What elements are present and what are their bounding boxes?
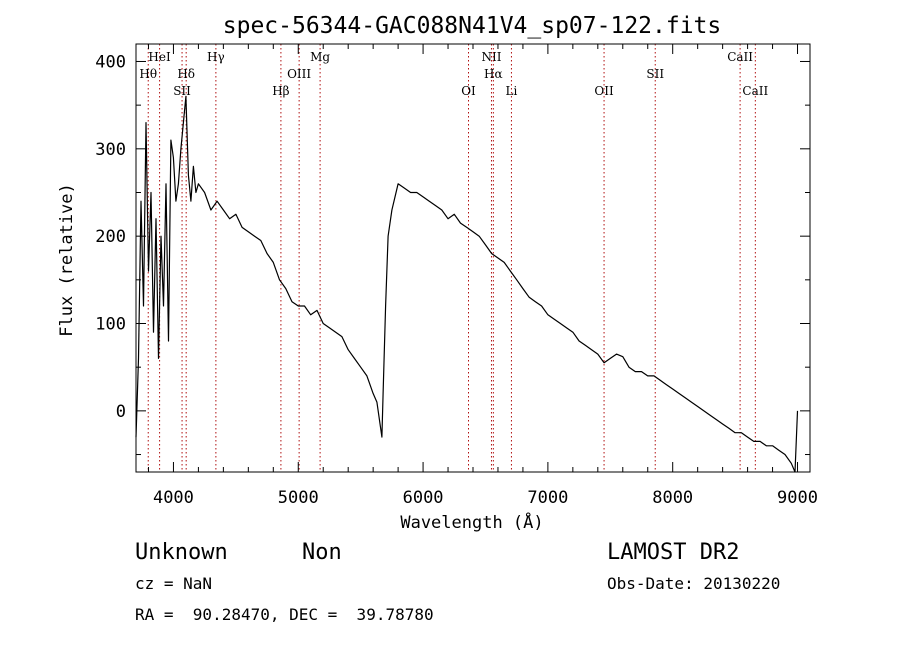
line-label-10: Hα [484,67,503,81]
y-tick-label: 0 [116,402,126,422]
x-tick-label: 9000 [777,488,818,508]
line-label-9: NII [481,50,501,64]
y-tick-label: 100 [95,315,126,335]
y-axis-label: Flux (relative) [57,183,77,337]
y-tick-label: 400 [95,52,126,72]
line-label-6: OIII [287,67,311,81]
line-label-14: CaII [727,50,753,64]
series-layer [135,95,799,473]
plot-frame [135,43,811,473]
cz-value: cz = NaN [135,574,212,593]
line-label-7: Mg [310,50,330,64]
line-label-8: OI [461,84,476,98]
chart-title: spec-56344-GAC088N41V4_sp07-122.fits [223,13,722,39]
line-label-11: Li [506,84,518,98]
x-tick-label: 4000 [153,488,194,508]
line-label-12: OII [594,84,614,98]
line-label-15: CaII [742,84,768,98]
obs-date: Obs-Date: 20130220 [607,574,780,593]
y-tick-label: 200 [95,227,126,247]
object-type: Unknown [135,540,228,565]
x-axis-label: Wavelength (Å) [400,511,543,533]
series-line-0 [135,95,799,473]
x-axis: 4000 5000 6000 7000 8000 9000 [147,44,818,508]
x-tick-label: 7000 [527,488,568,508]
coordinates: RA = 90.28470, DEC = 39.78780 [135,605,434,624]
object-subtype: Non [302,540,342,565]
x-tick-label: 6000 [403,488,444,508]
y-axis: 0 100 200 300 400 [95,52,810,456]
survey-label: LAMOST DR2 [607,540,739,565]
line-label-1: HeI [148,50,171,64]
line-label-13: SII [646,67,664,81]
x-tick-label: 8000 [652,488,693,508]
y-tick-label: 300 [95,140,126,160]
line-label-0: Hθ [139,67,157,81]
x-tick-label: 5000 [278,488,319,508]
line-label-5: Hβ [272,84,289,98]
line-label-4: Hγ [207,50,225,64]
line-label-2: SII [173,84,191,98]
line-label-3: Hδ [177,67,195,81]
